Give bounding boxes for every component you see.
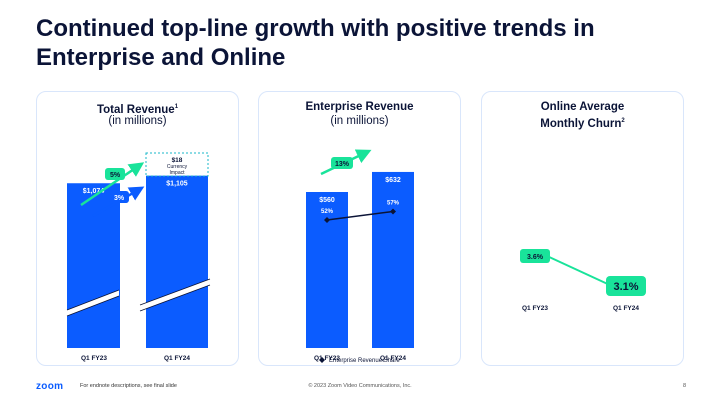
footer-note: For endnote descriptions, see final slid… [80, 383, 177, 389]
x-tick-label: Q1 FY23 [81, 355, 107, 362]
share-line [326, 210, 394, 221]
churn-title-line2: Monthly Churn2 [540, 117, 625, 130]
revenue-bar-label: $1,074 [83, 188, 105, 195]
total-revenue-subtitle: (in millions) [108, 115, 167, 127]
enterprise-revenue-title: Enterprise Revenue [305, 101, 414, 113]
churn-point-label: 3.6% [527, 254, 544, 261]
share-label: 52% [321, 209, 334, 215]
page-number: 8 [682, 383, 686, 389]
churn-point-label: 3.1% [613, 281, 638, 293]
enterprise-bar [306, 192, 348, 348]
revenue-bar [146, 175, 208, 348]
x-tick-label: Q1 FY24 [613, 305, 639, 312]
footer-copyright: © 2023 Zoom Video Communications, Inc. [308, 383, 412, 389]
enterprise-revenue-subtitle: (in millions) [330, 115, 389, 127]
share-point [390, 208, 396, 215]
total-revenue-panel: Total Revenue1 (in millions) $1,074 $1,10… [36, 91, 239, 366]
legend-label: Enterprise Revenue Share [329, 358, 400, 364]
enterprise-revenue-panel: Enterprise Revenue (in millions) $560 Q1 … [258, 91, 461, 366]
revenue-bar [67, 183, 120, 348]
churn-line [546, 255, 613, 287]
growth-pill-reported [109, 191, 129, 203]
slide-title: Continued top-line growth with positive … [36, 15, 595, 71]
growth-pill-label: 13% [335, 161, 350, 168]
growth-pill-reported-label: 3% [114, 195, 125, 202]
currency-impact-text-1: Currency [167, 164, 188, 170]
x-tick-label: Q1 FY23 [314, 355, 340, 362]
x-tick-label: Q1 FY24 [164, 355, 190, 362]
share-point [324, 217, 330, 223]
enterprise-revenue-chart: $560 Q1 FY23 $632 Q1 FY24 13% 52% 57% Enterp… [306, 149, 414, 364]
total-revenue-chart: $1,074 $1,105 $18 Currency Impact 5% 3% Q… [66, 152, 211, 362]
growth-arrow-cc [80, 162, 145, 207]
total-revenue-title: Total Revenue1 [96, 103, 179, 116]
online-churn-panel: Online Average Monthly Churn2 3.6% 3.1% Q… [481, 91, 684, 366]
growth-pill [331, 157, 353, 169]
zoom-logo: zoom [36, 381, 64, 392]
x-tick-label: Q1 FY24 [380, 355, 406, 362]
revenue-bar-label: $1,105 [166, 181, 188, 188]
churn-point-pill [606, 276, 646, 296]
legend-marker [319, 357, 325, 363]
enterprise-bar-label: $560 [319, 197, 335, 204]
growth-pill-cc [105, 168, 125, 180]
currency-impact-value: $18 [172, 157, 183, 164]
enterprise-bar [372, 171, 414, 348]
growth-pill-cc-label: 5% [110, 172, 121, 179]
currency-impact-box [145, 152, 209, 177]
share-label: 57% [387, 201, 400, 207]
online-churn-chart: 3.6% 3.1% Q1 FY23 Q1 FY24 [520, 249, 646, 312]
currency-impact-text-2: Impact [169, 170, 185, 176]
churn-point-pill [520, 249, 550, 263]
x-tick-label: Q1 FY23 [522, 305, 548, 312]
axis-break [66, 278, 211, 317]
churn-title-line1: Online Average [540, 101, 625, 113]
enterprise-bar-label: $632 [385, 177, 401, 184]
